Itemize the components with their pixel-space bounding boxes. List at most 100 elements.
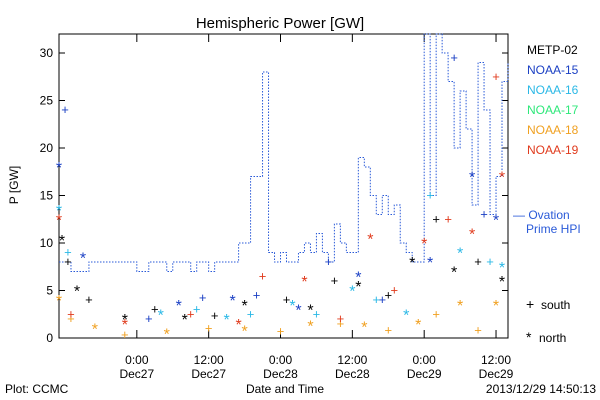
- data-point: +: [492, 69, 500, 84]
- data-point: +: [145, 311, 153, 326]
- svg-text:*: *: [526, 329, 532, 345]
- y-tick-label: 15: [40, 189, 54, 203]
- data-point: *: [229, 293, 235, 310]
- legend: METP-02 NOAA-15 NOAA-16 NOAA-17 NOAA-18 NOAA-…: [527, 43, 579, 157]
- data-point: *: [307, 303, 313, 320]
- y-ticks: 0 5 10 15 20 25 30: [40, 46, 508, 345]
- data-point: *: [361, 320, 367, 337]
- data-point: *: [355, 279, 361, 296]
- data-point: *: [59, 233, 65, 250]
- data-point: +: [426, 188, 434, 203]
- ovation-label-line1: — Ovation: [513, 208, 570, 222]
- data-point: *: [409, 255, 415, 272]
- data-point: +: [283, 292, 291, 307]
- data-point: *: [80, 250, 86, 267]
- data-point: *: [469, 227, 475, 244]
- data-point: +: [337, 316, 345, 331]
- data-point: *: [295, 303, 301, 320]
- legend-entry: NOAA-19: [527, 143, 579, 157]
- x-tick-label-time: 12:00: [194, 353, 224, 367]
- data-point: *: [307, 319, 313, 336]
- data-point: +: [486, 254, 494, 269]
- data-point: +: [85, 292, 93, 307]
- data-point: *: [403, 307, 409, 324]
- data-point: *: [122, 312, 128, 329]
- svg-text:+: +: [526, 296, 534, 312]
- data-point: *: [415, 317, 421, 334]
- x-tick-label-date: Dec28: [263, 367, 298, 381]
- data-point: *: [241, 298, 247, 315]
- x-tick-label-time: 0:00: [125, 353, 149, 367]
- data-point: +: [259, 268, 267, 283]
- data-point: *: [355, 269, 361, 286]
- data-point: *: [499, 170, 505, 187]
- data-point: *: [241, 323, 247, 340]
- data-point: *: [122, 317, 128, 334]
- ovation-step-path: [59, 33, 509, 272]
- data-point: *: [235, 317, 241, 334]
- marker-key-north: * north: [526, 329, 566, 345]
- data-point: *: [158, 307, 164, 324]
- data-point: +: [474, 254, 482, 269]
- legend-entry: NOAA-15: [527, 63, 579, 77]
- marker-key-south-label: south: [541, 298, 570, 312]
- data-point: +: [277, 323, 285, 338]
- data-point: *: [493, 298, 499, 315]
- data-point: +: [450, 50, 458, 65]
- data-point: *: [176, 298, 182, 315]
- data-point: +: [372, 292, 380, 307]
- x-tick-label-date: Dec29: [407, 367, 442, 381]
- data-point: +: [253, 287, 261, 302]
- data-point: *: [349, 284, 355, 301]
- data-point: +: [390, 283, 398, 298]
- y-tick-label: 25: [40, 94, 54, 108]
- data-point: +: [121, 327, 129, 342]
- y-tick-label: 30: [40, 46, 54, 60]
- ovation-hpi-line: [59, 33, 509, 272]
- data-point: *: [469, 170, 475, 187]
- data-point: +: [193, 302, 201, 317]
- chart-title: Hemispheric Power [GW]: [196, 15, 364, 32]
- legend-entry: METP-02: [527, 43, 578, 57]
- data-point: +: [384, 287, 392, 302]
- data-point: *: [457, 246, 463, 263]
- footer-timestamp: 2013/12/29 14:50:13: [486, 382, 596, 396]
- data-point: +: [61, 102, 69, 117]
- x-tick-label-time: 0:00: [413, 353, 437, 367]
- data-point: +: [67, 311, 75, 326]
- data-point: +: [199, 290, 207, 305]
- data-point: *: [56, 212, 62, 229]
- data-point: +: [480, 207, 488, 222]
- data-point: *: [224, 312, 230, 329]
- x-tick-label-date: Dec27: [191, 367, 226, 381]
- x-tick-label-time: 0:00: [269, 353, 293, 367]
- y-tick-label: 20: [40, 141, 54, 155]
- ovation-label-line2: Prime HPI: [526, 222, 581, 236]
- data-point: *: [493, 212, 499, 229]
- data-point: +: [325, 254, 333, 269]
- data-point: *: [289, 298, 295, 315]
- data-point: *: [164, 326, 170, 343]
- data-point: +: [211, 308, 219, 323]
- y-tick-label: 5: [46, 284, 53, 298]
- marker-key-south: + south: [526, 296, 570, 312]
- data-point: +: [378, 292, 386, 307]
- data-point: +: [64, 254, 72, 269]
- data-point: +: [64, 245, 72, 260]
- data-point: +: [432, 306, 440, 321]
- data-point: *: [301, 274, 307, 291]
- satellite-points: *+* +*+* +* +*+ * +*+*+**+*+*+ * +*+*+*+*+ **+* +…: [56, 50, 505, 344]
- data-point: +: [67, 306, 75, 321]
- data-point: +: [205, 321, 213, 336]
- marker-key-north-label: north: [539, 331, 566, 345]
- data-point: *: [182, 312, 188, 329]
- data-point: *: [427, 255, 433, 272]
- data-point: *: [56, 293, 62, 310]
- data-point: *: [74, 284, 80, 301]
- data-point: +: [337, 311, 345, 326]
- data-point: *: [499, 260, 505, 277]
- svg-text:P [GW]: P [GW]: [7, 166, 21, 204]
- data-point: +: [474, 322, 482, 337]
- data-point: *: [56, 160, 62, 177]
- x-tick-label-date: Dec28: [335, 367, 370, 381]
